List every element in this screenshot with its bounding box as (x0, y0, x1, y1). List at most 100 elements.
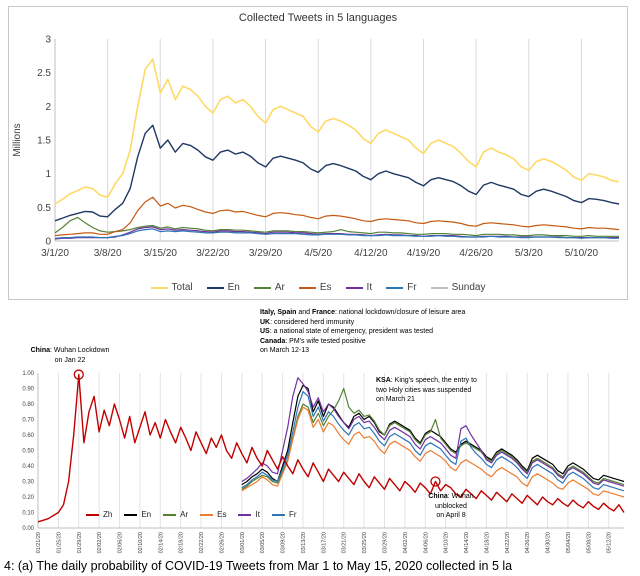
annotation-china-lockdown: China: Wuhan Lockdown on Jan 22 (30, 347, 110, 364)
legend-label: Es (217, 510, 227, 519)
event-marker-circle (430, 476, 441, 487)
y-tick-label: 0.80 (22, 402, 34, 408)
x-tick-label: 03/29/20 (383, 532, 389, 553)
x-tick-label: 05/08/20 (586, 532, 592, 553)
series-line-fr (241, 390, 625, 492)
x-tick-label: 03/09/20 (281, 532, 287, 553)
x-tick-label: 02/14/20 (158, 532, 164, 553)
y-tick-label: 0.00 (22, 526, 34, 532)
x-tick-label: 3/29/20 (249, 248, 283, 259)
legend-label: Fr (288, 510, 297, 519)
y-tick-label: 0.10 (22, 511, 34, 517)
legend-label: Zh (103, 510, 113, 519)
x-tick-label: 04/18/20 (484, 532, 490, 553)
x-tick-label: 05/04/20 (566, 532, 572, 553)
legend-swatch (238, 513, 252, 516)
top-chart-plot: 0 0.5 1 1.5 2 2.5 3 3/1/20 3/8/20 3/15/20 3/22/20 3… (12, 35, 620, 259)
legend-item-total: Total (150, 282, 193, 293)
legend-item-zh: Zh (86, 510, 112, 519)
legend-swatch (86, 513, 99, 516)
y-tick-label: 0.90 (22, 387, 34, 393)
legend-item-ar: Ar (253, 282, 285, 293)
figure-caption: 4: (a) The daily probability of COVID-19… (4, 559, 513, 573)
legend-item-en: En (206, 282, 240, 293)
x-tick-label: 04/30/20 (546, 532, 552, 553)
x-tick-label: 04/10/20 (444, 532, 450, 553)
legend-item-en: En (124, 510, 151, 519)
series-line-es (241, 406, 625, 498)
legend-item-it: It (238, 510, 260, 519)
legend-label: It (255, 510, 260, 519)
x-tick-label: 3/1/20 (41, 248, 69, 259)
x-tick-label: 04/02/20 (403, 532, 409, 553)
legend-swatch (200, 513, 214, 516)
x-tick-label: 3/8/20 (94, 248, 122, 259)
x-tick-label: 02/06/20 (118, 532, 124, 553)
x-tick-label: 04/26/20 (525, 532, 531, 553)
x-tick-label: 02/02/20 (97, 532, 103, 553)
legend-item-sunday: Sunday (430, 282, 486, 293)
annotation-ksa: KSA: King's speech, the entry to two Holy… (376, 377, 477, 403)
legend-item-es: Es (298, 282, 332, 293)
event-marker-circle (73, 369, 84, 380)
y-tick-label: 0.5 (37, 203, 51, 214)
legend-swatch (386, 286, 404, 289)
legend-label: En (141, 510, 152, 519)
series-line-it (241, 377, 625, 487)
y-tick-label: 2 (45, 102, 51, 113)
x-tick-label: 04/06/20 (423, 532, 429, 553)
y-tick-label: 2.5 (37, 68, 51, 79)
legend-label: Es (319, 282, 332, 293)
legend-item-it: It (345, 282, 373, 293)
series-line-total (54, 58, 620, 205)
x-tick-label: 4/26/20 (459, 248, 493, 259)
y-tick-label: 0.60 (22, 433, 34, 439)
x-tick-label: 02/10/20 (138, 532, 144, 553)
series-line-es (54, 196, 620, 237)
top-chart: Collected Tweets in 5 languages 0 0.5 1 1.5… (8, 6, 628, 300)
x-tick-label: 5/3/20 (515, 248, 543, 259)
y-tick-label: 0.50 (22, 449, 34, 455)
x-tick-label: 03/17/20 (321, 532, 327, 553)
legend-swatch (430, 286, 448, 289)
legend-swatch (298, 286, 316, 289)
x-tick-label: 02/26/20 (219, 532, 225, 553)
bottom-chart: 0.00 0.10 0.20 0.30 0.40 0.50 0.60 0.70 0.80 0.90… (8, 306, 632, 558)
series-line-fr (54, 228, 619, 239)
legend-item-fr: Fr (386, 282, 417, 293)
x-tick-label: 04/22/20 (505, 532, 511, 553)
legend-label: It (366, 282, 373, 293)
x-tick-label: 03/25/20 (362, 532, 368, 553)
x-tick-label: 03/05/20 (260, 532, 266, 553)
legend-item-ar: Ar (163, 510, 188, 519)
top-chart-legend: Total En Ar Es It Fr Sunday (9, 282, 627, 293)
x-tick-label: 02/22/20 (199, 532, 205, 553)
y-tick-label: 1.00 (22, 371, 34, 377)
x-tick-label: 01/29/20 (77, 532, 83, 553)
x-tick-label: 03/01/20 (240, 532, 246, 553)
top-chart-title: Collected Tweets in 5 languages (238, 12, 398, 24)
annotation-lockdowns: Italy, Spain and France: national lockdo… (260, 309, 466, 354)
y-tick-label: 0.70 (22, 418, 34, 424)
series-line-en (54, 124, 620, 222)
legend-label: Sunday (451, 282, 486, 293)
y-tick-label: 0 (45, 237, 51, 248)
series-line-ar (241, 387, 625, 490)
x-tick-label: 03/21/20 (342, 532, 348, 553)
legend-swatch (163, 513, 177, 516)
x-tick-label: 02/18/20 (179, 532, 185, 553)
legend-label: Ar (180, 510, 189, 519)
y-axis-label: Millions (12, 123, 23, 156)
legend-item-fr: Fr (271, 510, 297, 519)
legend-swatch (345, 286, 363, 289)
x-tick-label: 3/15/20 (144, 248, 178, 259)
y-tick-label: 0.30 (22, 480, 34, 486)
legend-swatch (124, 513, 138, 516)
x-tick-label: 01/21/20 (36, 532, 42, 553)
x-tick-label: 05/12/20 (607, 532, 613, 553)
legend-label: En (227, 282, 240, 293)
bottom-chart-legend: Zh En Ar Es It Fr (86, 510, 297, 519)
x-tick-label: 5/10/20 (565, 248, 599, 259)
series-line-zh (37, 373, 625, 523)
